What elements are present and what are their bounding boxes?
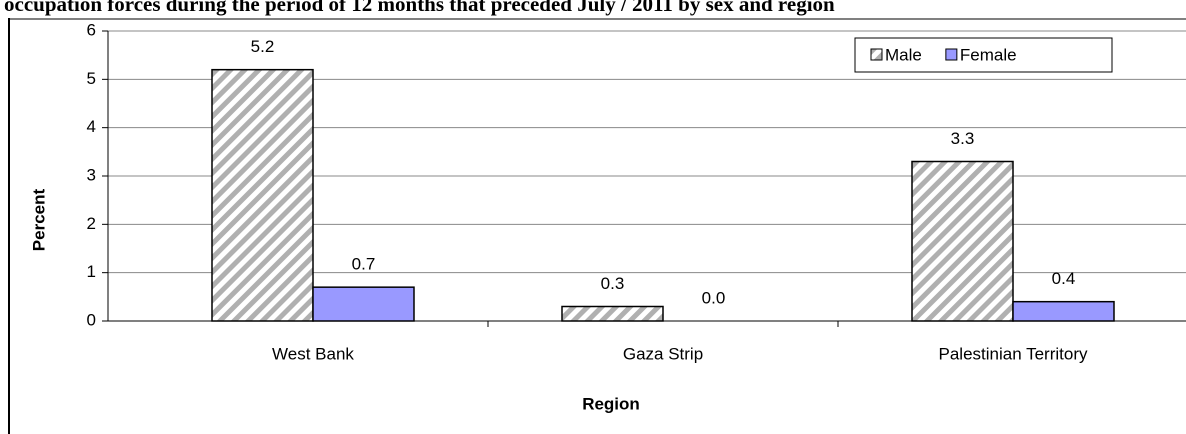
y-tick-label: 3 xyxy=(87,165,96,184)
data-label: 0.4 xyxy=(1052,269,1076,288)
bar xyxy=(561,305,664,322)
x-axis-label: Region xyxy=(582,394,640,413)
bar xyxy=(312,286,415,322)
data-label: 0.3 xyxy=(601,274,625,293)
data-label: 0.0 xyxy=(702,288,726,307)
x-tick-label: West Bank xyxy=(272,344,354,363)
y-tick-label: 5 xyxy=(87,69,96,88)
bar xyxy=(1012,300,1115,322)
legend-box xyxy=(854,37,1113,73)
y-axis-label: Percent xyxy=(29,188,48,251)
data-label: 3.3 xyxy=(951,129,975,148)
y-tick-label: 0 xyxy=(87,310,96,329)
data-label: 5.2 xyxy=(251,37,275,56)
legend-swatch xyxy=(945,48,958,61)
chart-title: occupation forces during the period of 1… xyxy=(4,0,835,16)
y-tick-label: 6 xyxy=(87,20,96,39)
bar xyxy=(911,160,1014,322)
bar xyxy=(211,68,314,322)
x-tick-label: Palestinian Territory xyxy=(939,344,1088,363)
legend-swatch xyxy=(870,48,883,61)
legend-label: Female xyxy=(960,45,1017,64)
data-label: 0.7 xyxy=(352,255,376,274)
legend-label: Male xyxy=(885,45,922,64)
y-tick-label: 4 xyxy=(87,117,96,136)
y-tick-label: 1 xyxy=(87,262,96,281)
y-tick-label: 2 xyxy=(87,214,96,233)
x-tick-label: Gaza Strip xyxy=(623,344,703,363)
